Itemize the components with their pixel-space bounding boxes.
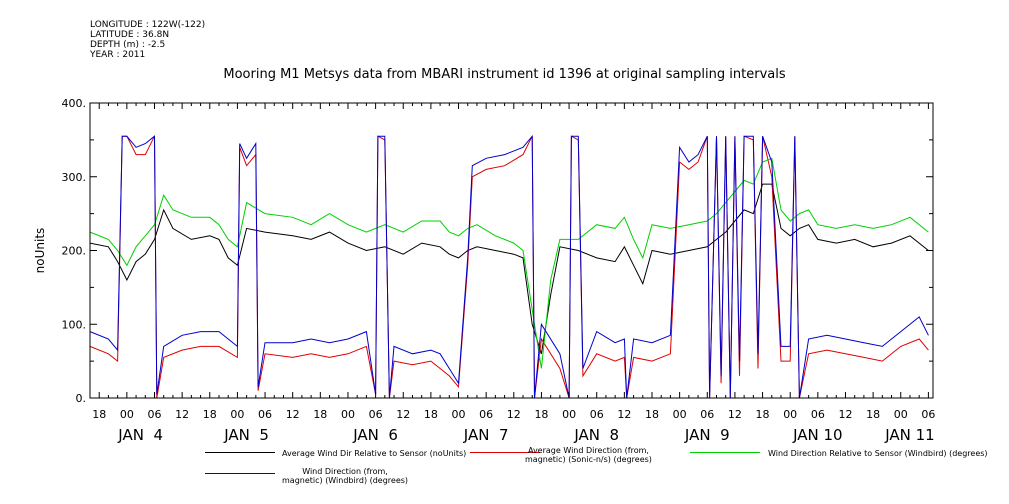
- day-label: JAN 5: [223, 426, 269, 444]
- x-tick-label: 06: [811, 408, 825, 421]
- chart-title: Mooring M1 Metsys data from MBARI instru…: [223, 67, 786, 82]
- legend-swatch-3: [690, 452, 760, 453]
- x-tick-label: 06: [258, 408, 272, 421]
- x-tick-label: 00: [230, 408, 244, 421]
- x-tick-label: 12: [838, 408, 852, 421]
- latitude-text: LATITUDE : 36.8N: [90, 30, 170, 40]
- longitude-text: LONGITUDE : 122W(-122): [90, 20, 206, 30]
- legend-label-1: Average Wind Dir Relative to Sensor (noU…: [282, 449, 467, 458]
- legend-label-4: Wind Direction (from, magnetic) (Windbird…: [282, 467, 409, 485]
- axes: 0. 100. 200. 300. 400. 18 00 06 12 18 00 06 12 18 00 06…: [62, 97, 936, 444]
- x-tick-label: 18: [203, 408, 217, 421]
- day-label: JAN 4: [117, 426, 163, 444]
- x-tick-label: 00: [452, 408, 466, 421]
- x-tick-label: 06: [700, 408, 714, 421]
- x-tick-label: 18: [866, 408, 880, 421]
- x-tick-label: 12: [396, 408, 410, 421]
- x-tick-label: 00: [341, 408, 355, 421]
- legend-label-3: Wind Direction Relative to Sensor (Windb…: [768, 449, 988, 458]
- y-tick-label: 100.: [62, 318, 87, 331]
- legend-swatch-4: [205, 473, 275, 474]
- x-tick-label: 00: [894, 408, 908, 421]
- metadata-block: LONGITUDE : 122W(-122) LATITUDE : 36.8N …: [90, 20, 205, 60]
- legend-swatch-2: [470, 452, 540, 453]
- x-tick-label: 06: [147, 408, 161, 421]
- x-tick-label: 00: [120, 408, 134, 421]
- y-tick-label: 0.: [76, 392, 87, 405]
- x-tick-label: 12: [286, 408, 300, 421]
- x-tick-label: 00: [562, 408, 576, 421]
- x-tick-label: 06: [921, 408, 935, 421]
- x-tick-label: 06: [590, 408, 604, 421]
- x-tick-label: 00: [783, 408, 797, 421]
- series-layer: [89, 134, 929, 399]
- series-line-3: [89, 157, 929, 369]
- y-tick-label: 400.: [62, 97, 87, 110]
- x-tick-label: 06: [369, 408, 383, 421]
- x-tick-label: 18: [424, 408, 438, 421]
- day-label: JAN 6: [352, 426, 398, 444]
- x-tick-label: 12: [728, 408, 742, 421]
- series-line-2: [89, 135, 929, 399]
- legend-label-2: Average Wind Direction (from, magnetic) (…: [525, 446, 652, 464]
- day-label: JAN 8: [573, 426, 619, 444]
- x-tick-label: 12: [175, 408, 189, 421]
- x-tick-label: 18: [534, 408, 548, 421]
- y-axis-label: noUnits: [33, 228, 47, 274]
- legend-swatch-1: [205, 452, 275, 453]
- x-tick-label: 12: [617, 408, 631, 421]
- x-tick-label: 18: [92, 408, 106, 421]
- x-tick-label: 06: [479, 408, 493, 421]
- y-tick-label: 300.: [62, 171, 87, 184]
- day-label: JAN 7: [463, 426, 509, 444]
- x-tick-label: 18: [645, 408, 659, 421]
- depth-text: DEPTH (m) : -2.5: [90, 40, 166, 50]
- x-tick-label: 00: [673, 408, 687, 421]
- series-line-4: [89, 134, 929, 399]
- day-label: JAN 9: [684, 426, 730, 444]
- day-label: JAN 10: [792, 426, 843, 444]
- y-tick-label: 200.: [62, 245, 87, 258]
- x-tick-label: 18: [756, 408, 770, 421]
- x-tick-label: 12: [507, 408, 521, 421]
- x-tick-label: 18: [313, 408, 327, 421]
- year-text: YEAR : 2011: [90, 50, 146, 60]
- day-label: JAN 11: [884, 426, 935, 444]
- series-line-1: [89, 183, 929, 354]
